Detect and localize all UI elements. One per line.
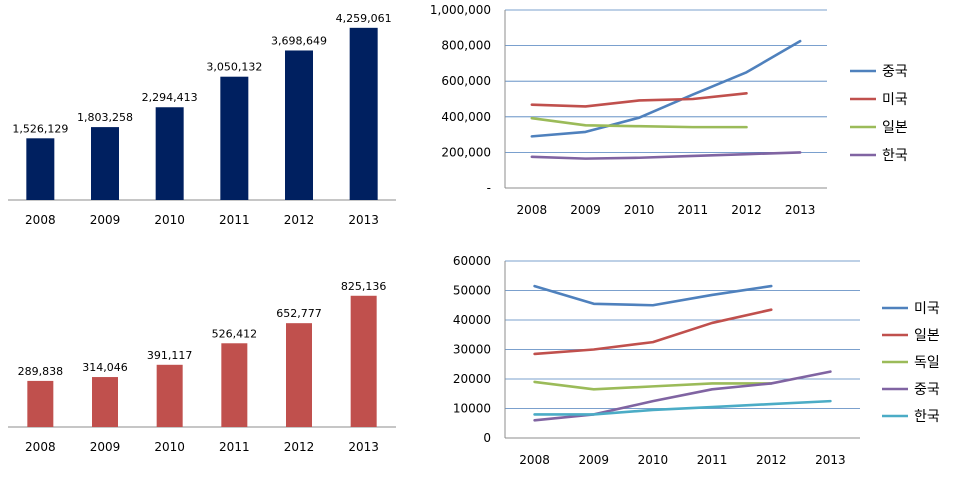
y-tick-label: 1,000,000 <box>430 3 491 17</box>
line-chart-bottom: 0 10000 20000 30000 40000 50000 60000 2008 2009 2… <box>453 254 940 467</box>
x-tick-label: 2008 <box>519 453 550 467</box>
series-line <box>533 380 773 391</box>
y-tick-label: 20000 <box>453 372 491 386</box>
data-label: 391,117 <box>147 349 193 362</box>
x-tick-label: 2010 <box>154 213 185 227</box>
legend-label: 독일 <box>914 355 940 371</box>
data-label: 825,136 <box>341 280 387 293</box>
y-tick-label: 40000 <box>453 313 491 327</box>
legend-label: 일본 <box>882 120 908 136</box>
y-tick-label: 10000 <box>453 402 491 416</box>
x-tick-label: 2011 <box>697 453 728 467</box>
bar <box>92 377 118 427</box>
data-label: 652,777 <box>276 307 322 320</box>
legend-label: 미국 <box>914 301 940 317</box>
series-line <box>530 151 802 160</box>
x-tick-label: 2008 <box>517 203 548 217</box>
x-tick-label: 2013 <box>785 203 816 217</box>
x-tick-label: 2010 <box>154 440 185 454</box>
x-tick-label: 2013 <box>348 440 379 454</box>
x-tick-label: 2012 <box>731 203 762 217</box>
bar <box>350 295 377 427</box>
series-line <box>533 284 773 307</box>
legend-label: 한국 <box>882 148 908 164</box>
y-tick-label: 200,000 <box>441 145 491 159</box>
series-line <box>533 308 773 356</box>
y-tick-label: 600,000 <box>441 74 491 88</box>
series-line <box>530 92 748 108</box>
x-tick-label: 2013 <box>815 453 846 467</box>
y-tick-label: 50000 <box>453 284 491 298</box>
legend-label: 일본 <box>914 328 940 344</box>
bar <box>221 343 248 427</box>
y-tick-label: 400,000 <box>441 110 491 124</box>
data-label: 1,526,129 <box>12 122 68 135</box>
data-label: 4,259,061 <box>336 12 392 25</box>
series-line <box>530 116 748 129</box>
bar <box>220 76 249 200</box>
x-tick-label: 2012 <box>284 213 315 227</box>
y-tick-label: 60000 <box>453 254 491 268</box>
bar <box>155 107 184 200</box>
bar <box>285 50 313 200</box>
x-tick-label: 2012 <box>756 453 787 467</box>
x-tick-label: 2011 <box>219 440 250 454</box>
data-label: 3,050,132 <box>206 61 262 74</box>
bar <box>286 323 312 427</box>
bar <box>27 380 54 427</box>
x-tick-label: 2010 <box>638 453 669 467</box>
series-line <box>533 399 832 416</box>
data-label: 2,294,413 <box>142 91 198 104</box>
y-tick-label: - <box>487 181 491 195</box>
data-label: 526,412 <box>212 327 258 340</box>
legend-label: 한국 <box>914 409 940 425</box>
series-line <box>530 39 802 138</box>
x-tick-label: 2011 <box>219 213 250 227</box>
y-tick-label: 0 <box>483 431 491 445</box>
x-tick-label: 2013 <box>348 213 379 227</box>
bar-chart-bottom: 289,838 2008 314,046 2009 391,117 2010 526,412… <box>8 280 396 454</box>
data-label: 289,838 <box>18 365 64 378</box>
data-label: 3,698,649 <box>271 34 327 47</box>
legend-label: 미국 <box>882 92 908 108</box>
data-label: 314,046 <box>82 361 128 374</box>
x-tick-label: 2009 <box>578 453 609 467</box>
x-tick-label: 2009 <box>90 213 121 227</box>
x-tick-label: 2008 <box>25 213 56 227</box>
data-label: 1,803,258 <box>77 111 133 124</box>
x-tick-label: 2011 <box>678 203 709 217</box>
x-tick-label: 2012 <box>284 440 315 454</box>
x-tick-label: 2008 <box>25 440 56 454</box>
legend-label: 중국 <box>914 382 940 398</box>
bar <box>349 27 378 200</box>
bar <box>26 138 55 200</box>
line-chart-top: - 200,000 400,000 600,000 800,000 1,000,000 20… <box>430 3 908 217</box>
y-tick-label: 800,000 <box>441 39 491 53</box>
x-tick-label: 2009 <box>90 440 121 454</box>
legend-label: 중국 <box>882 64 908 80</box>
y-tick-label: 30000 <box>453 343 491 357</box>
x-tick-label: 2009 <box>570 203 601 217</box>
bar-chart-top: 1,526,129 2008 1,803,258 2009 2,294,413 2010 3… <box>8 12 396 227</box>
bar <box>91 127 119 200</box>
x-tick-label: 2010 <box>624 203 655 217</box>
bar <box>156 364 183 427</box>
